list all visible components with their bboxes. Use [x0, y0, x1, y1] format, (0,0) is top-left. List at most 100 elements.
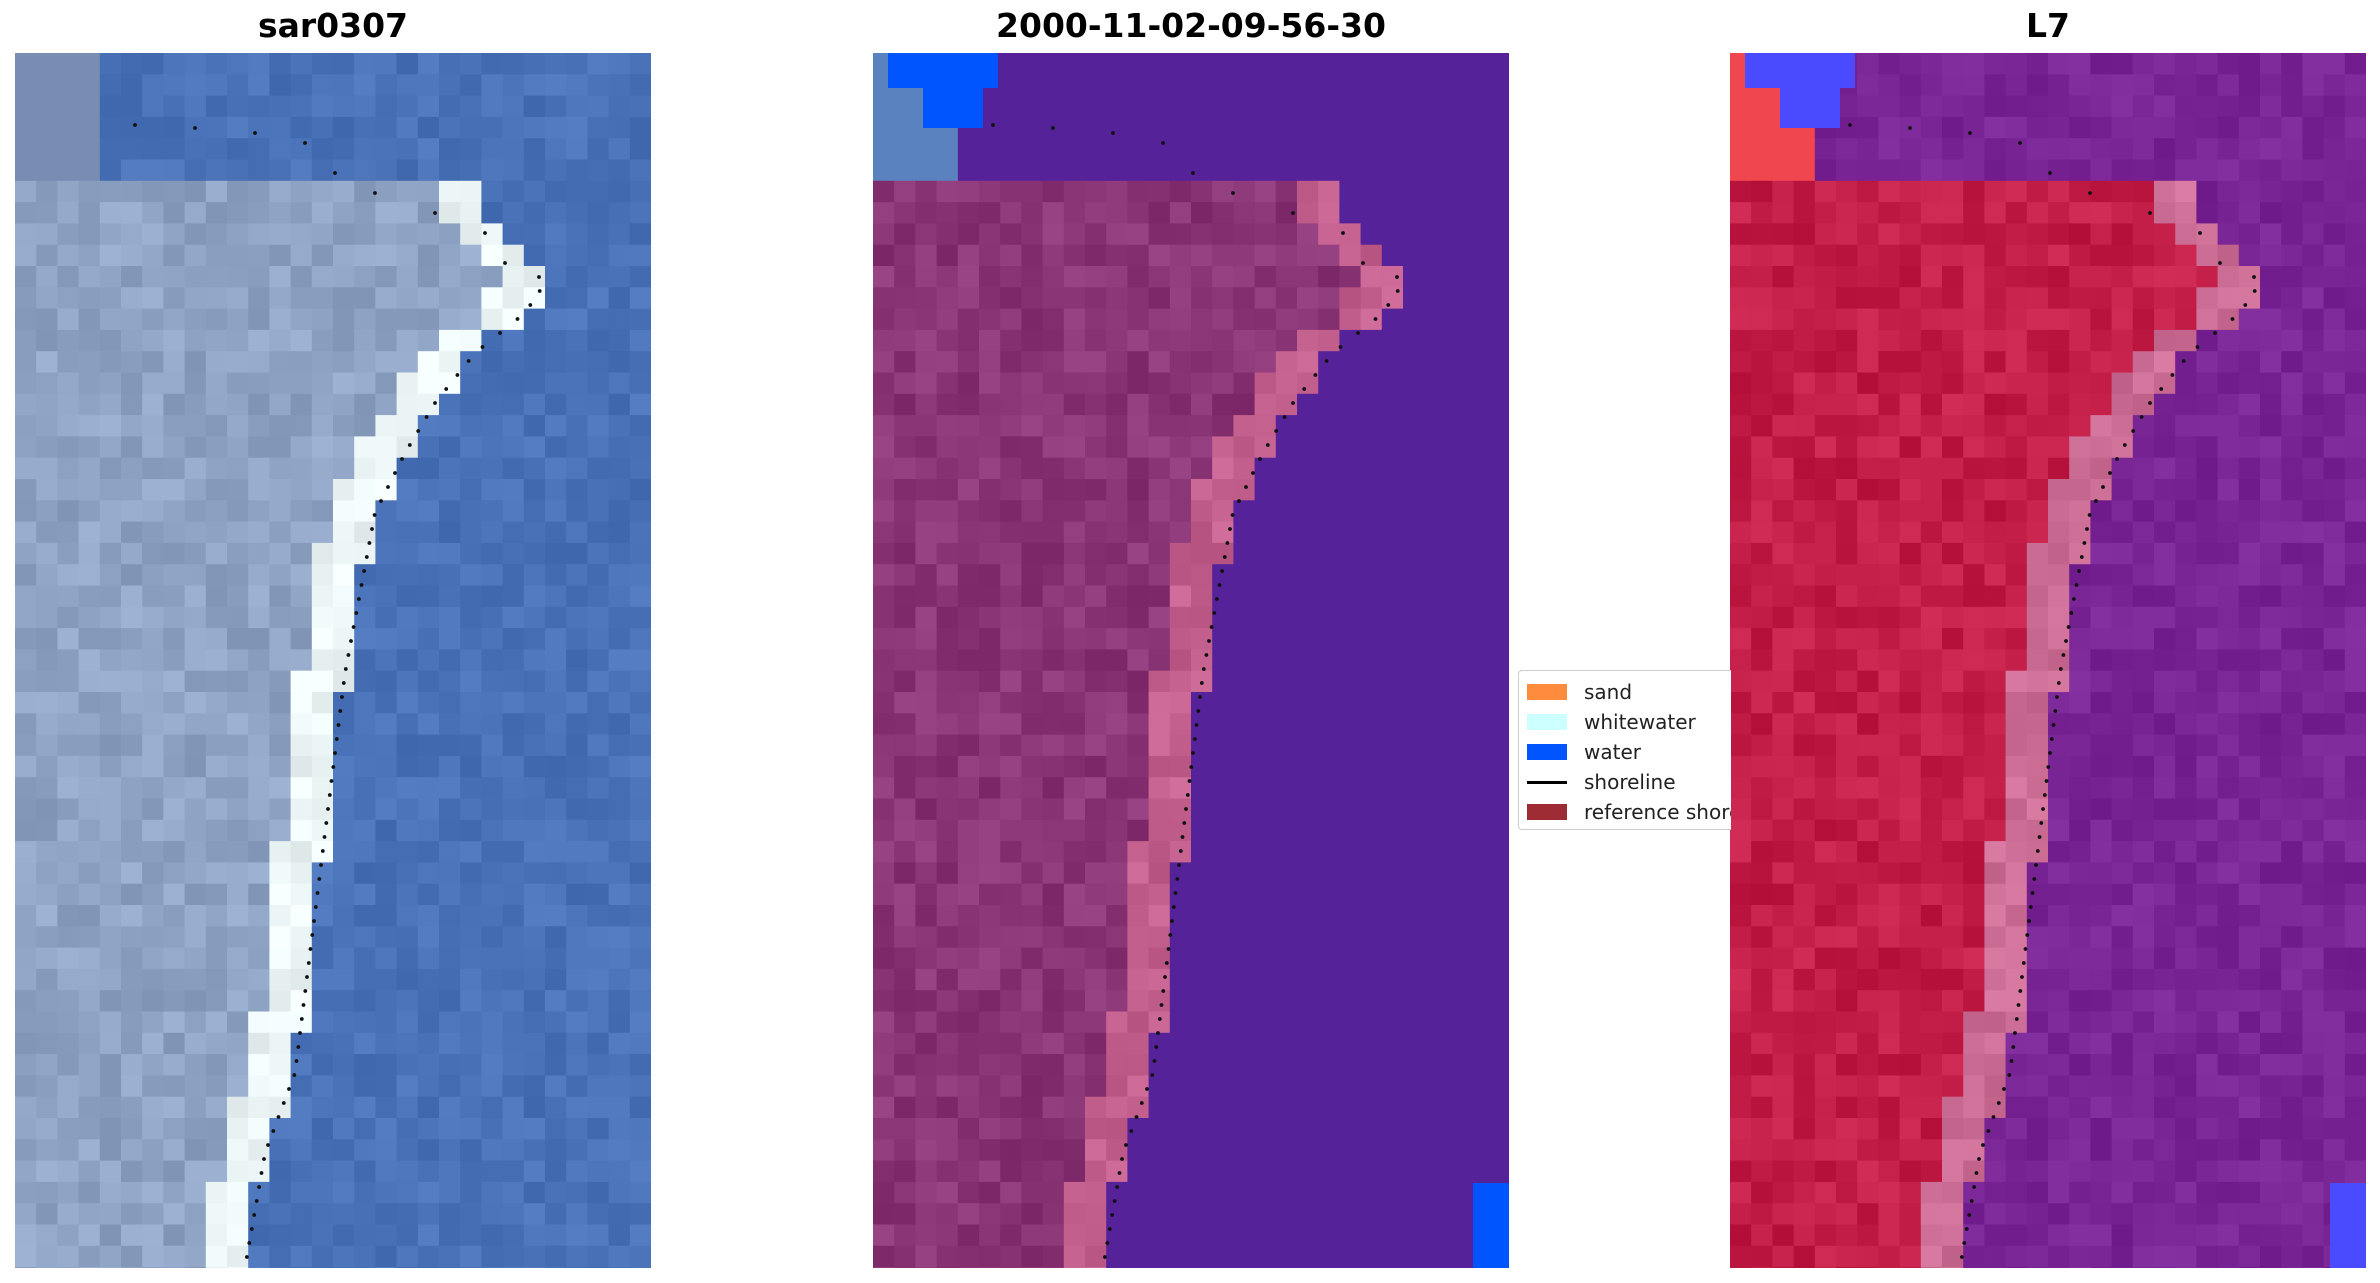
raster-pixel — [248, 819, 270, 842]
raster-pixel — [2132, 74, 2155, 97]
shoreline-point — [1129, 1129, 1134, 1133]
raster-pixel — [1169, 95, 1192, 118]
raster-pixel — [1297, 628, 1319, 650]
raster-pixel — [1381, 1139, 1404, 1162]
raster-pixel — [1793, 159, 1816, 182]
raster-pixel — [2281, 692, 2303, 714]
raster-pixel — [248, 53, 270, 75]
raster-pixel — [1424, 479, 1446, 501]
raster-pixel — [1254, 521, 1277, 544]
raster-pixel — [1836, 500, 1858, 523]
raster-pixel — [99, 1139, 122, 1162]
raster-pixel — [1403, 755, 1425, 778]
raster-pixel — [1403, 244, 1425, 267]
raster-pixel — [979, 755, 1001, 778]
raster-pixel — [1021, 1118, 1044, 1140]
raster-pixel — [2344, 500, 2366, 523]
raster-pixel — [396, 798, 419, 821]
raster-pixel — [1857, 202, 1879, 224]
raster-pixel — [1191, 1118, 1213, 1140]
raster-pixel — [1836, 372, 1858, 395]
raster-pixel — [2048, 926, 2070, 949]
raster-pixel — [333, 1267, 355, 1268]
raster-pixel — [121, 883, 143, 906]
raster-pixel — [290, 734, 313, 757]
raster-pixel — [184, 968, 207, 991]
raster-pixel — [290, 329, 313, 352]
raster-pixel — [1360, 500, 1383, 523]
raster-pixel — [894, 649, 916, 672]
raster-pixel — [1297, 1011, 1319, 1034]
raster-pixel — [163, 1181, 186, 1204]
raster-pixel — [2238, 947, 2261, 970]
raster-pixel — [1212, 990, 1234, 1013]
raster-pixel — [1814, 841, 1837, 863]
raster-pixel — [15, 1096, 37, 1119]
raster-pixel — [248, 585, 270, 608]
raster-pixel — [629, 542, 651, 565]
raster-pixel — [481, 53, 504, 75]
raster-pixel — [1127, 564, 1150, 587]
raster-pixel — [36, 1118, 58, 1140]
raster-pixel — [1063, 713, 1086, 736]
raster-pixel — [290, 798, 313, 821]
raster-pixel — [1106, 1203, 1128, 1226]
raster-pixel — [2005, 755, 2028, 778]
raster-pixel — [36, 862, 58, 885]
raster-pixel — [1360, 819, 1383, 842]
raster-pixel — [1772, 670, 1795, 693]
raster-pixel — [1920, 968, 1943, 991]
raster-pixel — [1106, 777, 1128, 800]
raster-pixel — [523, 585, 546, 608]
raster-pixel — [1212, 692, 1234, 714]
raster-pixel — [1106, 436, 1128, 459]
raster-pixel — [460, 1075, 482, 1098]
raster-pixel — [311, 1245, 334, 1268]
raster-pixel — [1899, 223, 1922, 246]
raster-pixel — [1127, 585, 1150, 608]
raster-pixel — [375, 1224, 398, 1247]
raster-pixel — [1275, 393, 1298, 416]
raster-pixel — [2323, 968, 2346, 991]
raster-pixel — [1318, 308, 1340, 331]
raster-pixel — [1191, 1160, 1213, 1183]
raster-pixel — [121, 670, 143, 693]
raster-pixel — [1772, 415, 1795, 437]
raster-pixel — [99, 1054, 122, 1076]
raster-pixel — [2175, 393, 2197, 416]
raster-pixel — [502, 1075, 525, 1098]
raster-pixel — [2090, 862, 2113, 885]
raster-pixel — [36, 1224, 58, 1247]
raster-pixel — [957, 798, 980, 821]
raster-pixel — [1021, 202, 1044, 224]
raster-pixel — [1878, 755, 1901, 778]
raster-pixel — [1297, 947, 1319, 970]
raster-pixel — [1169, 542, 1192, 565]
raster-pixel — [1254, 1267, 1277, 1268]
raster-pixel — [354, 95, 376, 118]
raster-pixel — [979, 223, 1001, 246]
shoreline-point — [306, 961, 311, 965]
raster-pixel — [1297, 116, 1319, 139]
raster-pixel — [1466, 755, 1489, 778]
raster-pixel — [1857, 479, 1879, 501]
raster-pixel — [1487, 862, 1509, 885]
raster-pixel — [1487, 1032, 1509, 1055]
raster-pixel — [205, 244, 228, 267]
raster-pixel — [248, 542, 270, 565]
raster-pixel — [1275, 1181, 1298, 1204]
raster-pixel — [1148, 138, 1171, 161]
raster-pixel — [502, 500, 525, 523]
raster-pixel — [1148, 819, 1171, 842]
raster-pixel — [608, 1245, 631, 1268]
raster-pixel — [1857, 777, 1879, 800]
raster-pixel — [269, 1011, 292, 1034]
raster-pixel — [894, 138, 916, 161]
raster-pixel — [1042, 883, 1065, 906]
raster-pixel — [1275, 521, 1298, 544]
raster-pixel — [1445, 95, 1468, 118]
raster-pixel — [184, 53, 207, 75]
raster-pixel — [2238, 585, 2261, 608]
raster-pixel — [481, 926, 504, 949]
raster-pixel — [2302, 436, 2325, 459]
